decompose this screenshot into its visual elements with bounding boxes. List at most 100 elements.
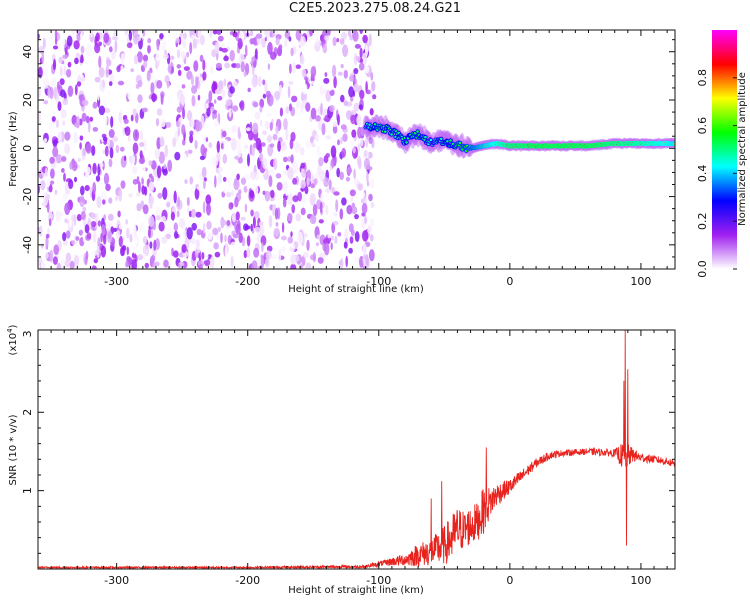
spectral-blob <box>57 131 63 144</box>
spectrogram-y-ticks: -40 -20 0 20 40 <box>21 39 675 270</box>
spectral-blob <box>38 111 42 123</box>
spectral-blob <box>265 250 272 260</box>
spectral-blob <box>40 260 46 269</box>
spectral-blob <box>176 64 181 69</box>
spectral-blob <box>206 203 211 216</box>
spectral-blob <box>136 103 142 109</box>
spectral-blob <box>262 93 267 99</box>
spectral-blob <box>59 78 65 86</box>
spectral-blob <box>175 37 180 44</box>
spectral-blob <box>76 81 82 87</box>
spectral-blob <box>342 133 348 142</box>
spectral-blob <box>237 126 241 139</box>
spectral-blob <box>186 51 190 58</box>
spectral-blob <box>339 38 345 45</box>
spectral-blob <box>209 256 215 269</box>
spectral-blob <box>263 30 269 36</box>
spectral-blob <box>191 222 197 231</box>
spectral-blob <box>278 249 282 262</box>
spectral-blob <box>129 213 135 220</box>
spectral-blob <box>71 240 75 245</box>
spectral-blob <box>356 245 359 253</box>
spectral-blob <box>364 65 370 74</box>
spectral-blob <box>51 116 56 122</box>
spectral-blob <box>43 100 48 105</box>
spectral-blob <box>340 124 347 130</box>
spectral-blob <box>193 60 199 72</box>
spectral-blob <box>55 119 60 128</box>
spectral-blob <box>113 137 118 143</box>
spectral-blob <box>105 65 110 78</box>
spectral-blob <box>330 171 333 177</box>
spectral-blob <box>63 193 66 204</box>
spectral-blob <box>282 181 288 192</box>
spectral-blob <box>290 154 294 164</box>
spectral-blob <box>120 53 126 66</box>
spectral-blob <box>106 230 113 243</box>
spectral-blob <box>190 117 195 129</box>
spectral-blob <box>340 136 343 145</box>
spectral-blob <box>213 112 218 119</box>
snr-x-axis-label: Height of straight line (km) <box>288 585 424 596</box>
spectral-blob <box>240 177 247 185</box>
spectral-blob <box>327 30 331 36</box>
spectral-blob <box>195 77 199 89</box>
spectral-blob <box>338 260 342 266</box>
spectral-blob <box>120 146 125 152</box>
spectral-blob <box>50 168 55 179</box>
spectral-blob <box>123 118 129 125</box>
spectral-blob <box>249 189 255 199</box>
spectral-blob <box>92 101 98 109</box>
spectral-blob <box>160 93 164 106</box>
spectral-blob <box>290 263 297 269</box>
spectral-blob <box>208 179 212 185</box>
spectral-blob <box>269 143 275 148</box>
spectral-blob <box>102 199 106 205</box>
spectral-blob <box>80 54 84 60</box>
spectral-blob <box>80 185 85 196</box>
spectral-blob <box>356 114 362 127</box>
spectral-blob <box>291 95 298 103</box>
spectral-blob <box>261 37 266 48</box>
spectral-blob <box>340 63 344 69</box>
spectral-blob <box>217 226 221 232</box>
spectral-blob <box>226 191 232 198</box>
spectral-blob <box>195 119 200 132</box>
spectral-blob <box>128 140 133 154</box>
spectral-blob <box>41 243 44 249</box>
spectral-blob <box>227 176 232 186</box>
spectral-blob <box>203 180 206 190</box>
spectral-blob <box>259 98 265 109</box>
spectral-blob <box>139 142 145 147</box>
spectral-blob <box>220 232 223 244</box>
spectral-blob <box>282 197 287 208</box>
spectral-blob <box>133 243 137 255</box>
spectral-blob <box>132 142 139 155</box>
spectral-blob <box>309 215 316 225</box>
spectral-blob <box>142 54 149 62</box>
spectral-blob <box>108 81 113 87</box>
spectral-blob <box>85 250 89 260</box>
spectral-blob <box>297 231 304 245</box>
spectral-blob <box>350 114 356 125</box>
spectral-blob <box>288 80 294 86</box>
spectral-blob <box>143 60 148 69</box>
spectral-blob <box>183 153 187 161</box>
spectral-blob <box>287 212 293 222</box>
spectral-blob <box>132 178 138 185</box>
spectral-blob <box>39 225 43 237</box>
spectral-blob <box>237 156 243 164</box>
spectral-blob <box>103 112 108 126</box>
spectral-blob <box>260 255 265 269</box>
spectral-blob <box>41 51 45 64</box>
spectral-blob <box>50 119 53 133</box>
chart-title: C2E5.2023.275.08.24.G21 <box>288 1 462 16</box>
snr-x-ticks: -300 -200 -100 0 100 <box>37 330 668 587</box>
spectral-blob <box>259 119 263 127</box>
spectral-blob <box>310 107 317 120</box>
spectral-blob <box>292 177 298 185</box>
spectral-blob <box>249 30 254 37</box>
spectral-blob <box>53 244 59 255</box>
spectral-blob <box>100 232 103 243</box>
spectral-blob <box>343 69 348 79</box>
